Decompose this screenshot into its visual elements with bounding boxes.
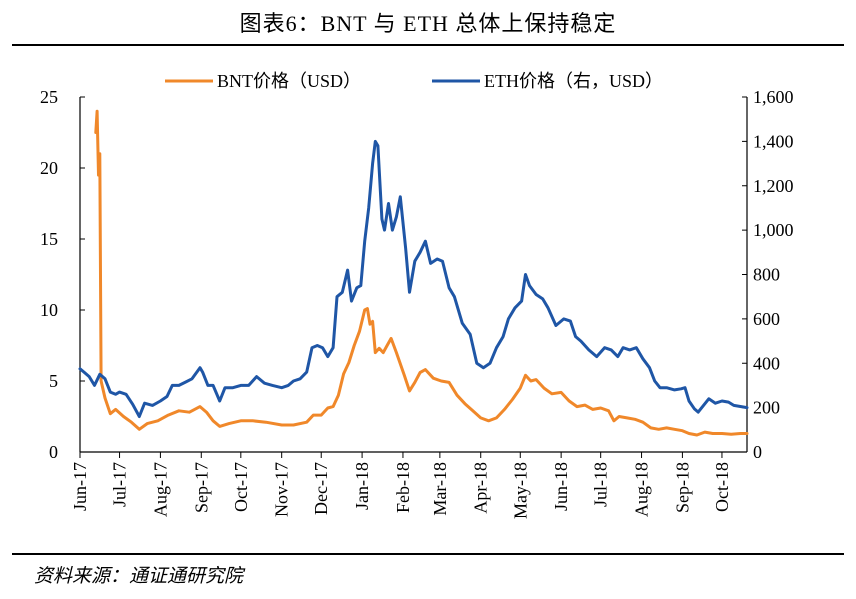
x-tick-label: Apr-18 — [471, 462, 491, 514]
x-tick-label: Sep-18 — [672, 462, 692, 513]
right-y-tick-label: 200 — [753, 398, 780, 418]
x-tick-label: May-18 — [510, 462, 530, 519]
right-y-tick-label: 1,200 — [753, 176, 794, 196]
x-tick-label: Jul-18 — [591, 462, 611, 507]
series-line-bnt — [94, 109, 749, 437]
footer-divider — [12, 553, 844, 555]
left-y-tick-label: 10 — [40, 300, 58, 320]
x-tick-label: Feb-18 — [393, 462, 413, 513]
source-note: 资料来源：通证通研究院 — [34, 566, 244, 587]
right-y-tick-label: 0 — [753, 442, 762, 462]
x-tick-label: Dec-17 — [311, 462, 331, 515]
x-tick-label: Aug-17 — [150, 462, 170, 517]
right-y-tick-label: 1,600 — [753, 87, 794, 107]
left-y-tick-label: 15 — [40, 229, 58, 249]
right-y-tick-label: 1,400 — [753, 131, 794, 151]
chart-legend: BNT价格（USD） ETH价格（右，USD） — [165, 71, 663, 91]
right-y-tick-label: 600 — [753, 309, 780, 329]
left-y-tick-label: 0 — [49, 442, 58, 462]
chart-axes: 0 5 10 15 20 25 0 200 400 600 800 1,000 1,200 1,400 1,… — [40, 87, 794, 519]
x-tick-label: Jan-18 — [352, 462, 372, 510]
right-y-tick-label: 400 — [753, 353, 780, 373]
chart-series — [78, 109, 749, 437]
series-line-eth — [78, 139, 749, 418]
x-tick-label: Jul-17 — [110, 462, 130, 507]
left-y-tick-label: 20 — [40, 158, 58, 178]
x-tick-label: Oct-17 — [231, 462, 251, 512]
chart-title: 图表6：BNT 与 ETH 总体上保持稳定 — [239, 11, 617, 36]
legend-label: BNT价格（USD） — [217, 71, 361, 91]
right-y-tick-label: 800 — [753, 265, 780, 285]
left-y-tick-label: 5 — [49, 371, 58, 391]
x-tick-label: Mar-18 — [430, 462, 450, 516]
title-divider — [12, 44, 844, 46]
x-tick-label: Jun-17 — [70, 462, 90, 511]
right-y-tick-label: 1,000 — [753, 220, 794, 240]
x-tick-label: Nov-17 — [272, 462, 292, 517]
x-tick-label: Oct-18 — [712, 462, 732, 512]
left-y-tick-label: 25 — [40, 87, 58, 107]
legend-label: ETH价格（右，USD） — [484, 71, 663, 91]
x-tick-label: Jun-18 — [551, 462, 571, 511]
x-tick-label: Sep-17 — [191, 462, 211, 513]
x-tick-label: Aug-18 — [632, 462, 652, 517]
